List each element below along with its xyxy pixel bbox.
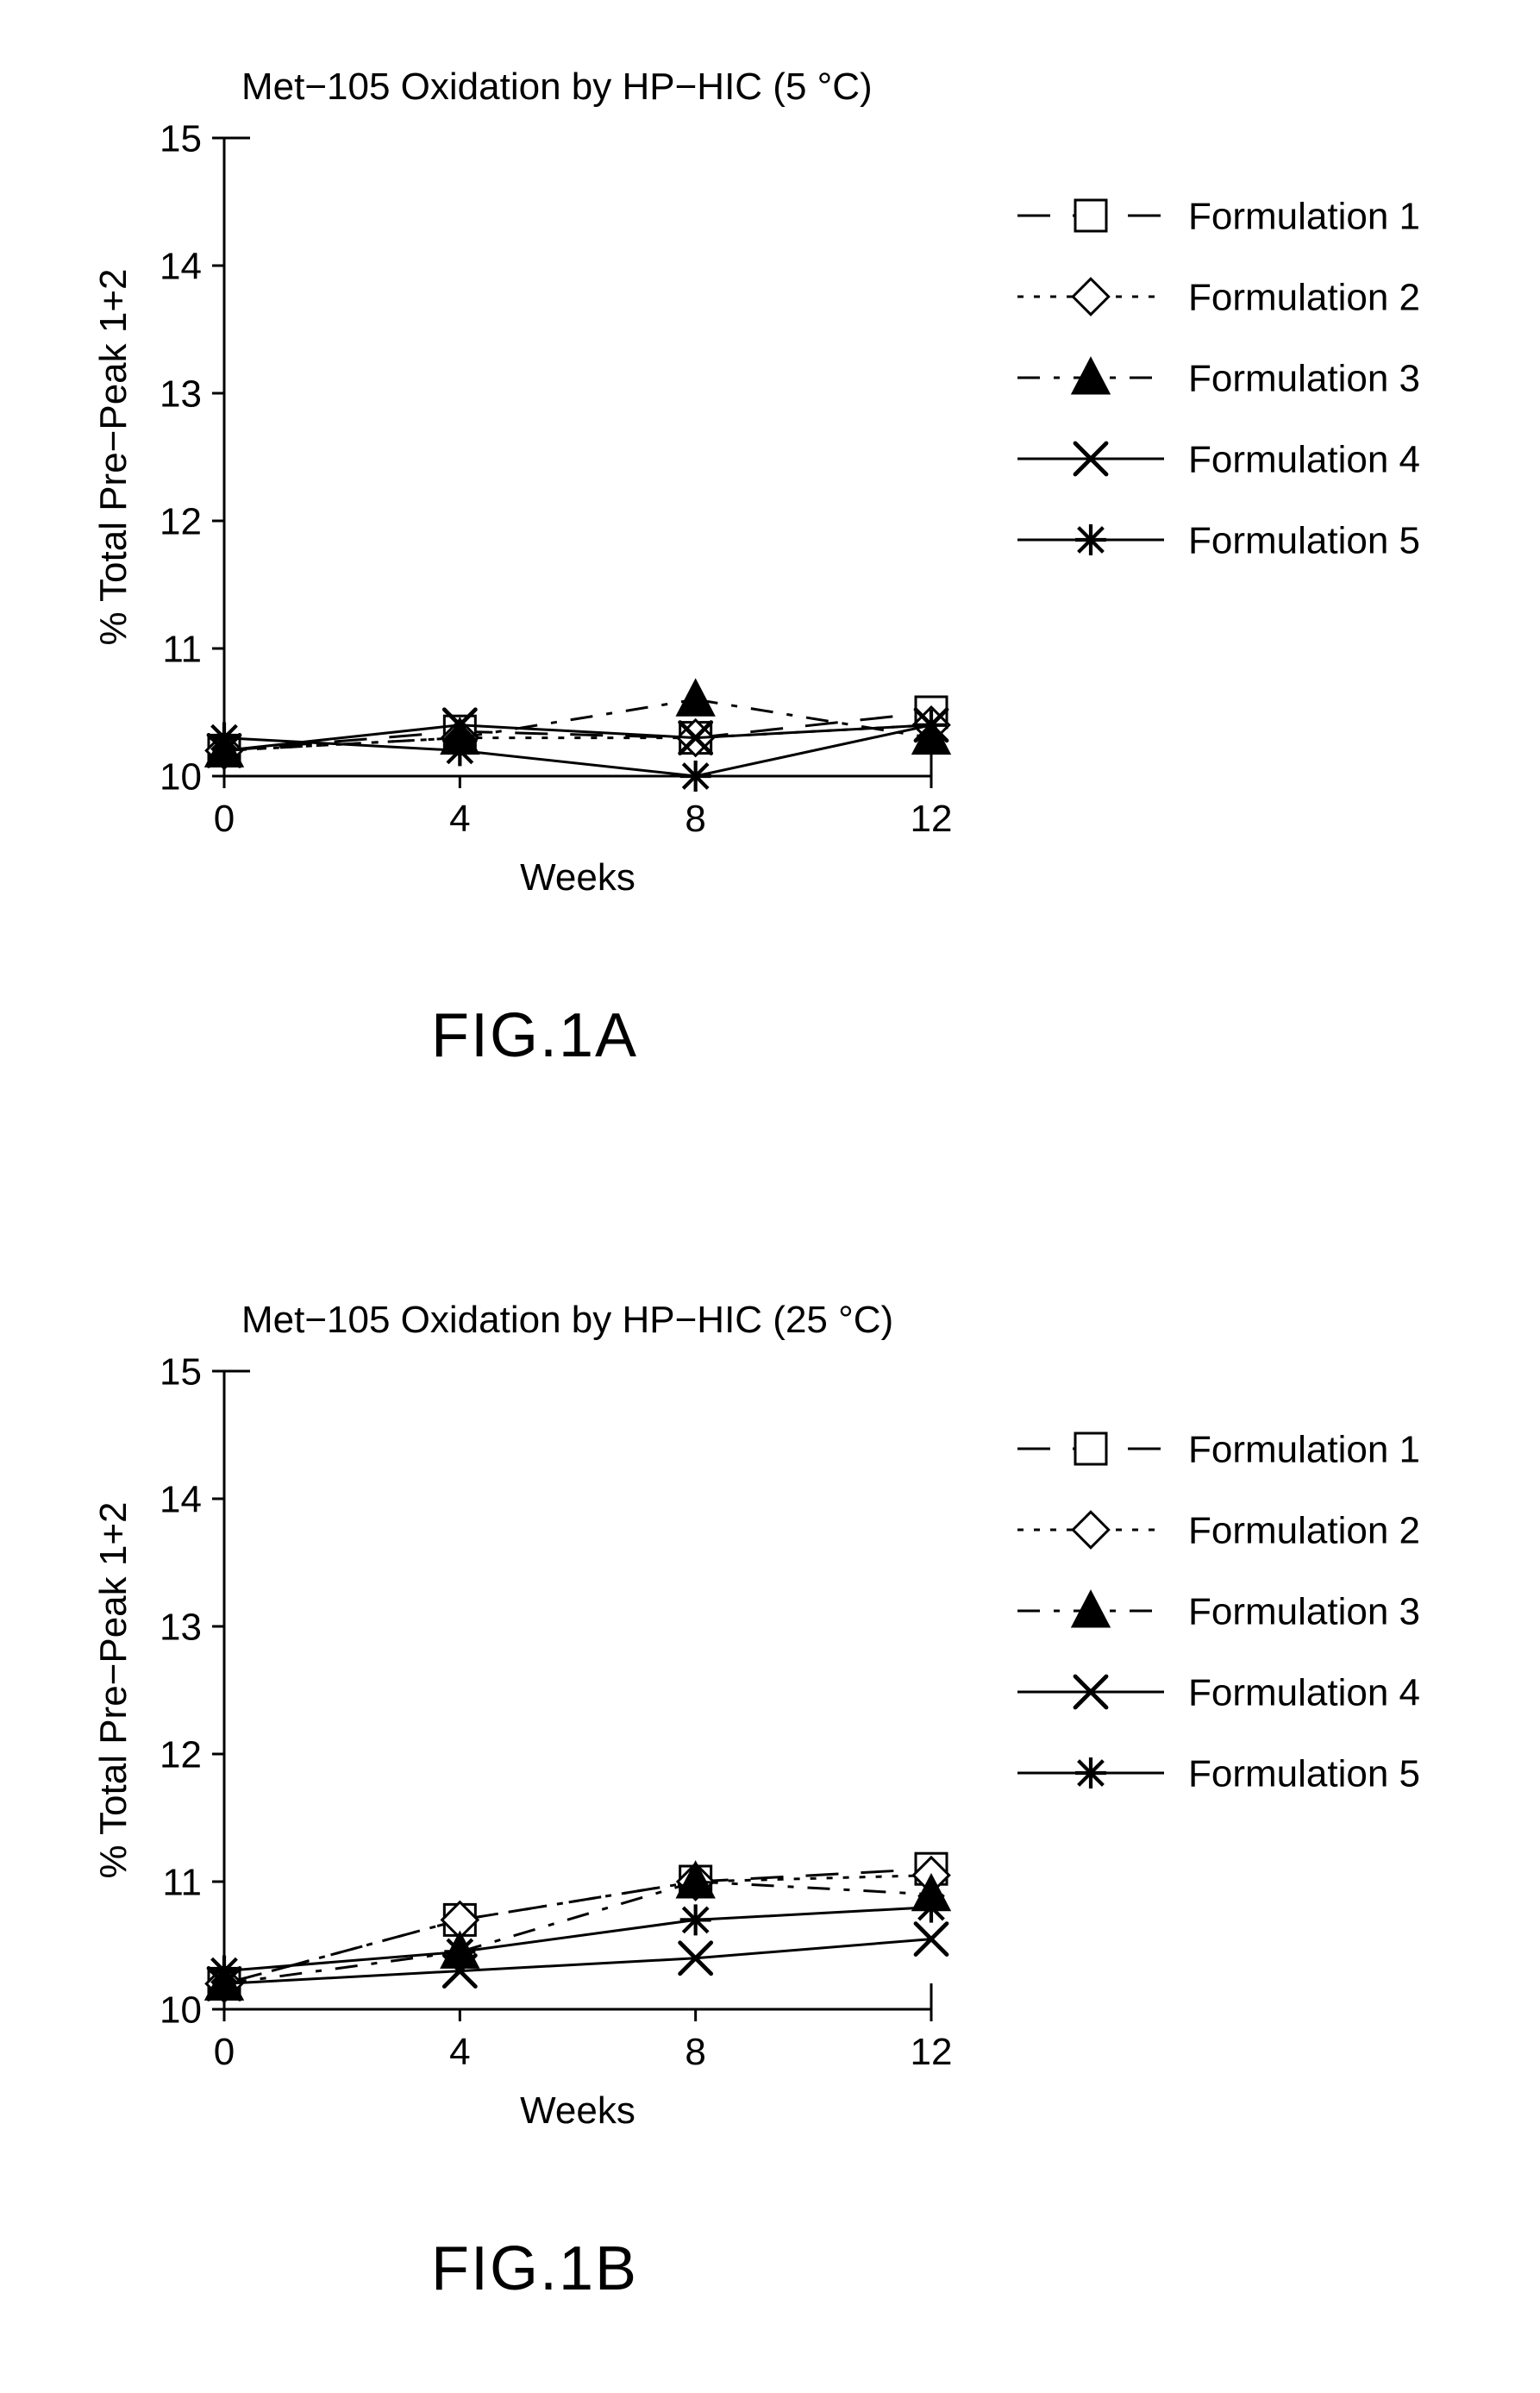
svg-text:14: 14 <box>160 245 202 287</box>
svg-text:15: 15 <box>160 1350 202 1393</box>
svg-text:11: 11 <box>162 628 202 670</box>
svg-text:12: 12 <box>911 798 953 840</box>
svg-text:15: 15 <box>160 117 202 160</box>
svg-text:Formulation 1: Formulation 1 <box>1188 1428 1420 1470</box>
svg-text:Formulation 2: Formulation 2 <box>1188 276 1420 318</box>
svg-text:12: 12 <box>160 500 202 542</box>
chart-b-svg: Met−105 Oxidation by HP−HIC (25 °C) 10 11 1… <box>0 1268 1540 2216</box>
figure-label-a: FIG.1A <box>431 1000 638 1071</box>
svg-text:Formulation 4: Formulation 4 <box>1188 1671 1420 1713</box>
svg-text:Formulation 5: Formulation 5 <box>1188 1752 1420 1795</box>
page: Met−105 Oxidation by HP−HIC (5 °C) 10 11 12… <box>0 0 1540 2393</box>
svg-text:4: 4 <box>449 798 470 840</box>
svg-text:13: 13 <box>160 1606 202 1648</box>
svg-text:10: 10 <box>160 1989 202 2031</box>
svg-text:Formulation 2: Formulation 2 <box>1188 1509 1420 1551</box>
svg-text:8: 8 <box>685 2031 705 2073</box>
svg-text:10: 10 <box>160 755 202 798</box>
svg-text:% Total Pre−Peak 1+2: % Total Pre−Peak 1+2 <box>92 1501 135 1878</box>
svg-text:0: 0 <box>214 2031 235 2073</box>
svg-text:12: 12 <box>160 1733 202 1776</box>
svg-text:14: 14 <box>160 1478 202 1520</box>
svg-text:Formulation 5: Formulation 5 <box>1188 519 1420 561</box>
svg-text:Weeks: Weeks <box>520 2089 635 2132</box>
svg-text:13: 13 <box>160 373 202 415</box>
svg-text:Formulation 1: Formulation 1 <box>1188 195 1420 237</box>
chart-a-block: Met−105 Oxidation by HP−HIC (5 °C) 10 11 12… <box>0 34 1540 983</box>
svg-text:Formulation 3: Formulation 3 <box>1188 1590 1420 1632</box>
svg-text:4: 4 <box>449 2031 470 2073</box>
figure-label-b: FIG.1B <box>431 2233 638 2304</box>
chart-a-svg: Met−105 Oxidation by HP−HIC (5 °C) 10 11 12… <box>0 34 1540 983</box>
svg-text:Formulation 3: Formulation 3 <box>1188 357 1420 399</box>
chart-b-block: Met−105 Oxidation by HP−HIC (25 °C) 10 11 1… <box>0 1268 1540 2216</box>
svg-text:8: 8 <box>685 798 705 840</box>
svg-text:Weeks: Weeks <box>520 856 635 899</box>
svg-text:Met−105 Oxidation by HP−HIC (5: Met−105 Oxidation by HP−HIC (5 °C) <box>241 66 873 108</box>
svg-text:Met−105 Oxidation by HP−HIC (2: Met−105 Oxidation by HP−HIC (25 °C) <box>241 1299 893 1341</box>
svg-text:0: 0 <box>214 798 235 840</box>
svg-text:% Total Pre−Peak 1+2: % Total Pre−Peak 1+2 <box>92 268 135 645</box>
svg-text:11: 11 <box>162 1861 202 1903</box>
svg-text:Formulation 4: Formulation 4 <box>1188 438 1420 480</box>
svg-text:12: 12 <box>911 2031 953 2073</box>
